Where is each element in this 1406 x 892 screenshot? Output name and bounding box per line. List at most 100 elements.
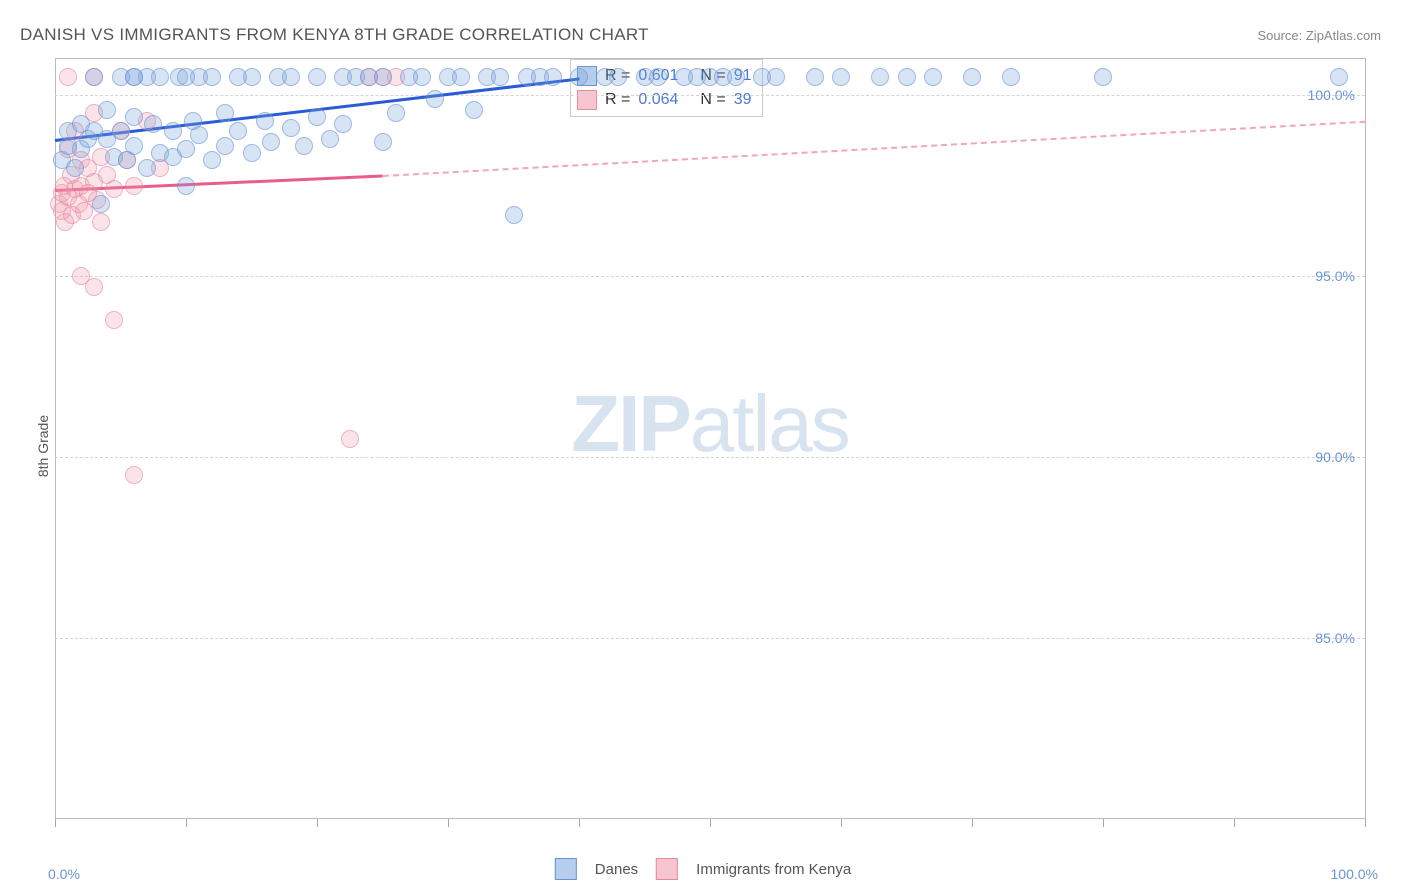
data-point-pink <box>125 177 143 195</box>
data-point-blue <box>216 104 234 122</box>
data-point-blue <box>125 68 143 86</box>
data-point-blue <box>321 130 339 148</box>
r-value: 0.064 <box>638 91 678 109</box>
data-point-blue <box>125 108 143 126</box>
data-point-blue <box>505 206 523 224</box>
x-tick <box>1365 819 1366 827</box>
data-point-blue <box>374 133 392 151</box>
gridline <box>55 276 1365 277</box>
data-point-blue <box>1330 68 1348 86</box>
x-tick <box>55 819 56 827</box>
x-tick <box>1103 819 1104 827</box>
data-point-blue <box>243 144 261 162</box>
data-point-blue <box>85 68 103 86</box>
swatch-pink-icon <box>577 90 597 110</box>
data-point-blue <box>164 122 182 140</box>
data-point-pink <box>341 430 359 448</box>
data-point-pink <box>105 180 123 198</box>
data-point-blue <box>177 177 195 195</box>
data-point-blue <box>806 68 824 86</box>
data-point-blue <box>727 68 745 86</box>
plot-area: ZIPatlas R = 0.601 N = 91 R = 0.064 N = … <box>55 58 1366 819</box>
watermark-bold: ZIP <box>571 379 689 468</box>
gridline <box>55 638 1365 639</box>
data-point-blue <box>767 68 785 86</box>
data-point-blue <box>229 122 247 140</box>
data-point-blue <box>924 68 942 86</box>
x-tick <box>710 819 711 827</box>
y-axis-label: 8th Grade <box>35 415 51 477</box>
data-point-pink <box>105 311 123 329</box>
gridline <box>55 457 1365 458</box>
x-tick <box>841 819 842 827</box>
data-point-blue <box>649 68 667 86</box>
data-point-blue <box>871 68 889 86</box>
data-point-blue <box>282 119 300 137</box>
x-tick <box>317 819 318 827</box>
data-point-blue <box>151 68 169 86</box>
y-axis-line <box>55 59 56 819</box>
data-point-blue <box>66 159 84 177</box>
x-tick <box>186 819 187 827</box>
data-point-blue <box>262 133 280 151</box>
data-point-blue <box>963 68 981 86</box>
data-point-blue <box>898 68 916 86</box>
x-tick <box>448 819 449 827</box>
y-tick-label: 85.0% <box>1315 630 1355 646</box>
data-point-blue <box>144 115 162 133</box>
data-point-blue <box>177 68 195 86</box>
watermark-light: atlas <box>690 379 849 468</box>
x-tick <box>972 819 973 827</box>
data-point-blue <box>216 137 234 155</box>
data-point-blue <box>609 68 627 86</box>
data-point-pink <box>85 278 103 296</box>
data-point-blue <box>98 101 116 119</box>
legend-swatch-blue-icon <box>555 858 577 880</box>
y-tick-label: 100.0% <box>1308 87 1355 103</box>
data-point-blue <box>138 159 156 177</box>
info-row-pink: R = 0.064 N = 39 <box>577 88 752 112</box>
data-point-blue <box>1094 68 1112 86</box>
y-tick-label: 90.0% <box>1315 449 1355 465</box>
data-point-blue <box>190 126 208 144</box>
series-legend: Danes Immigrants from Kenya <box>555 858 851 880</box>
data-point-blue <box>112 122 130 140</box>
x-tick <box>1234 819 1235 827</box>
data-point-blue <box>203 151 221 169</box>
n-value: 39 <box>734 91 752 109</box>
x-min-label: 0.0% <box>48 866 80 882</box>
x-max-label: 100.0% <box>1331 866 1378 882</box>
data-point-blue <box>295 137 313 155</box>
n-label: N = <box>700 91 725 109</box>
data-point-blue <box>308 108 326 126</box>
data-point-blue <box>282 68 300 86</box>
x-tick <box>579 819 580 827</box>
trendline <box>382 121 1365 177</box>
data-point-blue <box>544 68 562 86</box>
data-point-blue <box>413 68 431 86</box>
data-point-blue <box>832 68 850 86</box>
y-tick-label: 95.0% <box>1315 268 1355 284</box>
legend-label-pink: Immigrants from Kenya <box>696 861 851 878</box>
chart-title: DANISH VS IMMIGRANTS FROM KENYA 8TH GRAD… <box>20 25 649 45</box>
data-point-blue <box>452 68 470 86</box>
data-point-blue <box>374 68 392 86</box>
data-point-blue <box>308 68 326 86</box>
data-point-blue <box>125 137 143 155</box>
data-point-blue <box>491 68 509 86</box>
legend-label-blue: Danes <box>595 861 638 878</box>
data-point-pink <box>125 466 143 484</box>
data-point-blue <box>426 90 444 108</box>
data-point-blue <box>203 68 221 86</box>
data-point-blue <box>1002 68 1020 86</box>
data-point-blue <box>92 195 110 213</box>
r-label: R = <box>605 91 630 109</box>
data-point-blue <box>256 112 274 130</box>
gridline <box>55 95 1365 96</box>
data-point-blue <box>177 140 195 158</box>
data-point-blue <box>334 115 352 133</box>
data-point-pink <box>59 68 77 86</box>
data-point-blue <box>465 101 483 119</box>
data-point-blue <box>570 68 588 86</box>
data-point-pink <box>92 213 110 231</box>
